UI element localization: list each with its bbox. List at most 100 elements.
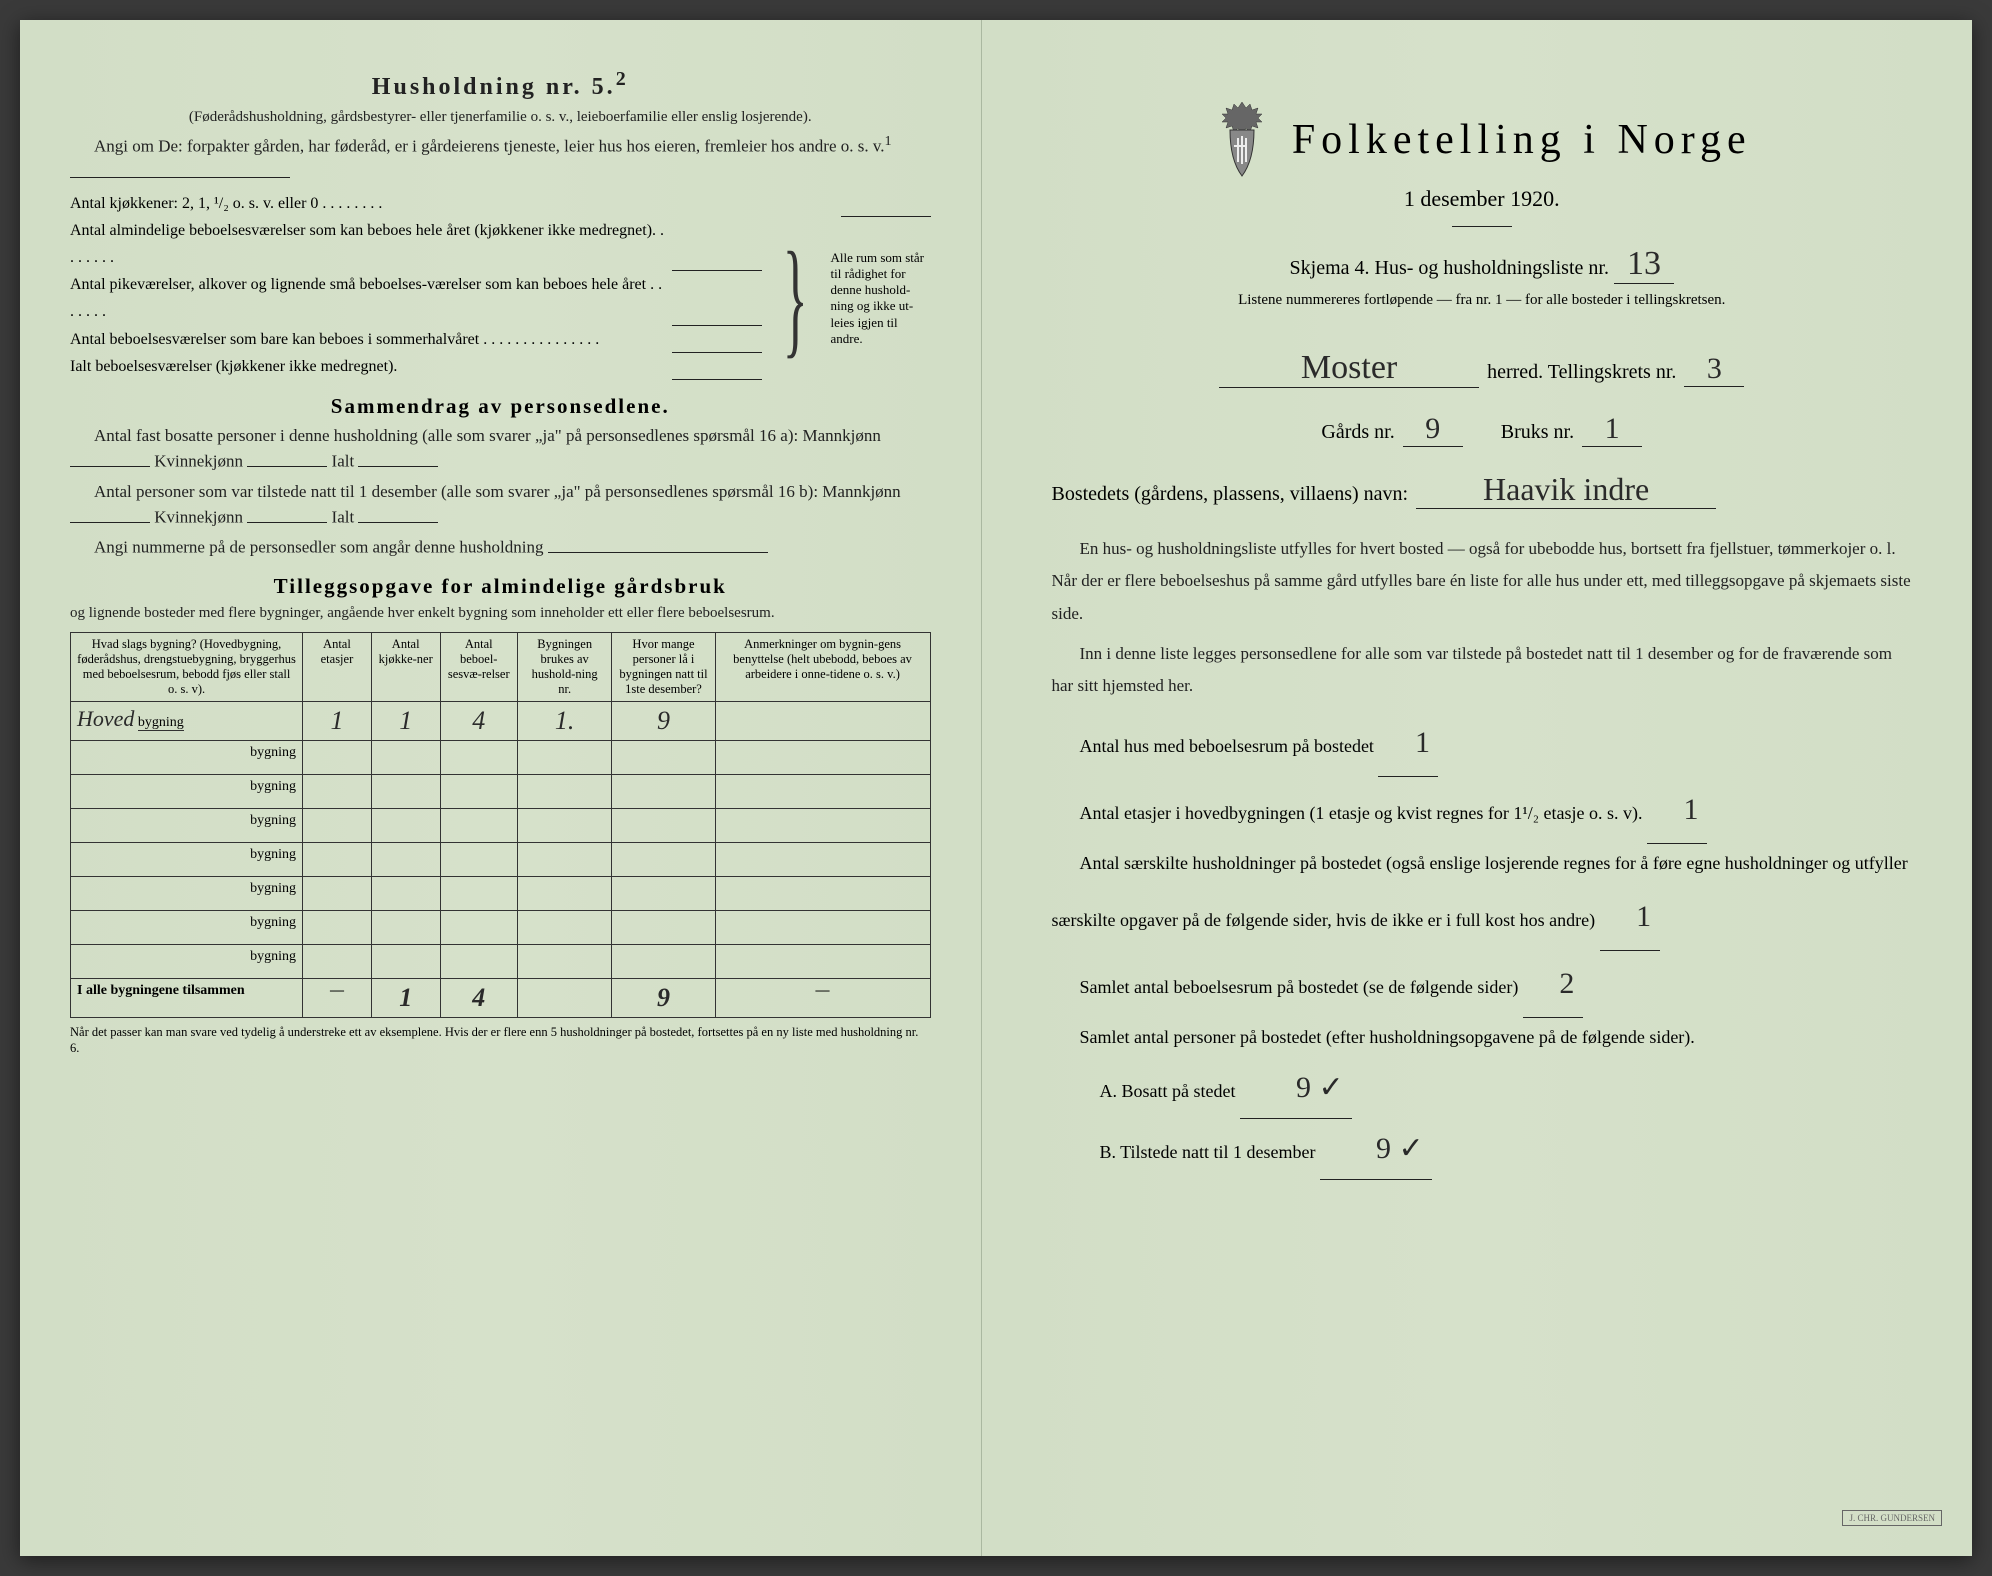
para-2: Inn i denne liste legges personsedlene f…	[1052, 638, 1913, 703]
cell: 1	[371, 978, 440, 1017]
left-page: Husholdning nr. 5.2 (Føderådshusholdning…	[20, 20, 982, 1556]
building-type-cell: Hoved bygning	[71, 701, 303, 740]
summary-1c: Ialt	[332, 452, 355, 471]
cell: 4	[440, 701, 517, 740]
blank-field	[672, 326, 762, 353]
s2-label: Antal etasjer i hovedbygningen (1 etasje…	[1080, 803, 1643, 823]
s1-label: Antal hus med beboelsesrum på bostedet	[1080, 736, 1374, 756]
row-suffix: bygning	[138, 715, 184, 731]
kitchens-line: Antal kjøkkener: 2, 1, ¹/₂ o. s. v. elle…	[70, 190, 931, 217]
row-suffix: bygning	[71, 944, 303, 978]
cell: —	[303, 978, 372, 1017]
table-row: bygning	[71, 808, 931, 842]
s4-label: Samlet antal beboelsesrum på bostedet (s…	[1080, 977, 1519, 997]
bosted-label: Bostedets (gårdens, plassens, villaens) …	[1052, 483, 1409, 506]
summary-line-1: Antal fast bosatte personer i denne hush…	[70, 423, 931, 475]
s5-line: Samlet antal personer på bostedet (efter…	[1052, 1018, 1913, 1058]
household-heading-sup: 2	[616, 68, 629, 90]
total-label: I alle bygningene tilsammen	[71, 978, 303, 1017]
brace-icon: }	[783, 237, 808, 361]
cell: 9	[612, 701, 715, 740]
summary-2c: Ialt	[332, 508, 355, 527]
bruks-label: Bruks nr.	[1501, 421, 1574, 444]
sB-value: 9 ✓	[1320, 1119, 1432, 1180]
crest-icon	[1212, 100, 1272, 180]
s3-label: Antal særskilte husholdninger på bostede…	[1052, 853, 1908, 930]
skjema-value: 13	[1614, 245, 1674, 284]
row-suffix: bygning	[71, 842, 303, 876]
s2-line: Antal etasjer i hovedbygningen (1 etasje…	[1052, 777, 1913, 844]
s4-value: 2	[1523, 951, 1583, 1018]
divider	[1452, 226, 1512, 227]
blank-field	[358, 448, 438, 467]
hw-prefix: Hoved	[77, 706, 134, 731]
row-suffix: bygning	[71, 808, 303, 842]
angi-intro: Angi om De: forpakter gården, har føderå…	[70, 131, 931, 185]
row-suffix: bygning	[71, 876, 303, 910]
blank-field	[70, 159, 290, 178]
col-header: Antal kjøkke-ner	[371, 632, 440, 701]
cell: 1	[303, 701, 372, 740]
subtitle: 1 desember 1920.	[1052, 186, 1913, 212]
krets-value: 3	[1684, 352, 1744, 387]
blank-field	[358, 504, 438, 523]
table-row: bygning	[71, 910, 931, 944]
herred-label: herred. Tellingskrets nr.	[1487, 361, 1676, 384]
row-suffix: bygning	[71, 774, 303, 808]
table-row: bygning	[71, 774, 931, 808]
skjema-label: Skjema 4. Hus- og husholdningsliste nr.	[1290, 257, 1609, 279]
right-page: Folketelling i Norge 1 desember 1920. Sk…	[982, 20, 1973, 1556]
rooms-block: Antal almindelige beboelsesværelser som …	[70, 217, 931, 380]
s4-line: Samlet antal beboelsesrum på bostedet (s…	[1052, 951, 1913, 1018]
summary-3: Angi nummerne på de personsedler som ang…	[94, 538, 543, 557]
tillegg-heading: Tilleggsopgave for almindelige gårdsbruk	[70, 574, 931, 599]
s3-line: Antal særskilte husholdninger på bostede…	[1052, 844, 1913, 951]
table-row: bygning	[71, 740, 931, 774]
sA-line: A. Bosatt på stedet 9 ✓	[1052, 1058, 1913, 1119]
summary-line-3: Angi nummerne på de personsedler som ang…	[70, 534, 931, 560]
summary-2b: Kvinnekjønn	[154, 508, 243, 527]
table-row: bygning	[71, 842, 931, 876]
table-head: Hvad slags bygning? (Hovedbygning, føder…	[71, 632, 931, 701]
room-label: Antal pikeværelser, alkover og lignende …	[70, 271, 668, 325]
table-header-row: Hvad slags bygning? (Hovedbygning, føder…	[71, 632, 931, 701]
room-label: Antal almindelige beboelsesværelser som …	[70, 217, 668, 271]
table-row: bygning	[71, 944, 931, 978]
household-sub: (Føderådshusholdning, gårdsbestyrer- ell…	[70, 107, 931, 127]
col-header: Antal beboel-sesvæ-relser	[440, 632, 517, 701]
blank-field	[247, 448, 327, 467]
gards-label: Gårds nr.	[1321, 421, 1394, 444]
main-title: Folketelling i Norge	[1292, 116, 1752, 164]
angi-sup: 1	[885, 133, 892, 149]
s1-line: Antal hus med beboelsesrum på bostedet 1	[1052, 710, 1913, 777]
tillegg-sub: og lignende bosteder med flere bygninger…	[70, 603, 931, 623]
blank-field	[841, 190, 931, 217]
table-row: Hoved bygning 1 1 4 1. 9	[71, 701, 931, 740]
room-line: Antal almindelige beboelsesværelser som …	[70, 217, 762, 271]
table-row: bygning	[71, 876, 931, 910]
bosted-value: Haavik indre	[1416, 471, 1716, 509]
skjema-line: Skjema 4. Hus- og husholdningsliste nr. …	[1052, 245, 1913, 284]
cell: 1.	[517, 701, 612, 740]
printer-stamp: J. CHR. GUNDERSEN	[1842, 1510, 1942, 1526]
summary-2a: Antal personer som var tilstede natt til…	[94, 482, 901, 501]
col-header: Antal etasjer	[303, 632, 372, 701]
room-line: Antal pikeværelser, alkover og lignende …	[70, 271, 762, 325]
table-total-row: I alle bygningene tilsammen — 1 4 9 —	[71, 978, 931, 1017]
room-label: Antal beboelsesværelser som bare kan beb…	[70, 326, 668, 353]
title-row: Folketelling i Norge	[1052, 100, 1913, 180]
cell: 9	[612, 978, 715, 1017]
bruks-value: 1	[1582, 412, 1642, 447]
col-header: Anmerkninger om bygnin-gens benyttelse (…	[715, 632, 930, 701]
herred-line: Moster herred. Tellingskrets nr. 3	[1052, 349, 1913, 388]
blank-field	[672, 353, 762, 380]
buildings-table: Hvad slags bygning? (Hovedbygning, føder…	[70, 632, 931, 1018]
cell	[715, 701, 930, 740]
cell: 4	[440, 978, 517, 1017]
household-heading-text: Husholdning nr. 5.	[372, 74, 616, 100]
col-header: Bygningen brukes av hushold-ning nr.	[517, 632, 612, 701]
col-header: Hvor mange personer lå i bygningen natt …	[612, 632, 715, 701]
angi-intro-text: Angi om De: forpakter gården, har føderå…	[94, 137, 885, 156]
blank-field	[70, 448, 150, 467]
room-line: Antal beboelsesværelser som bare kan beb…	[70, 326, 762, 353]
